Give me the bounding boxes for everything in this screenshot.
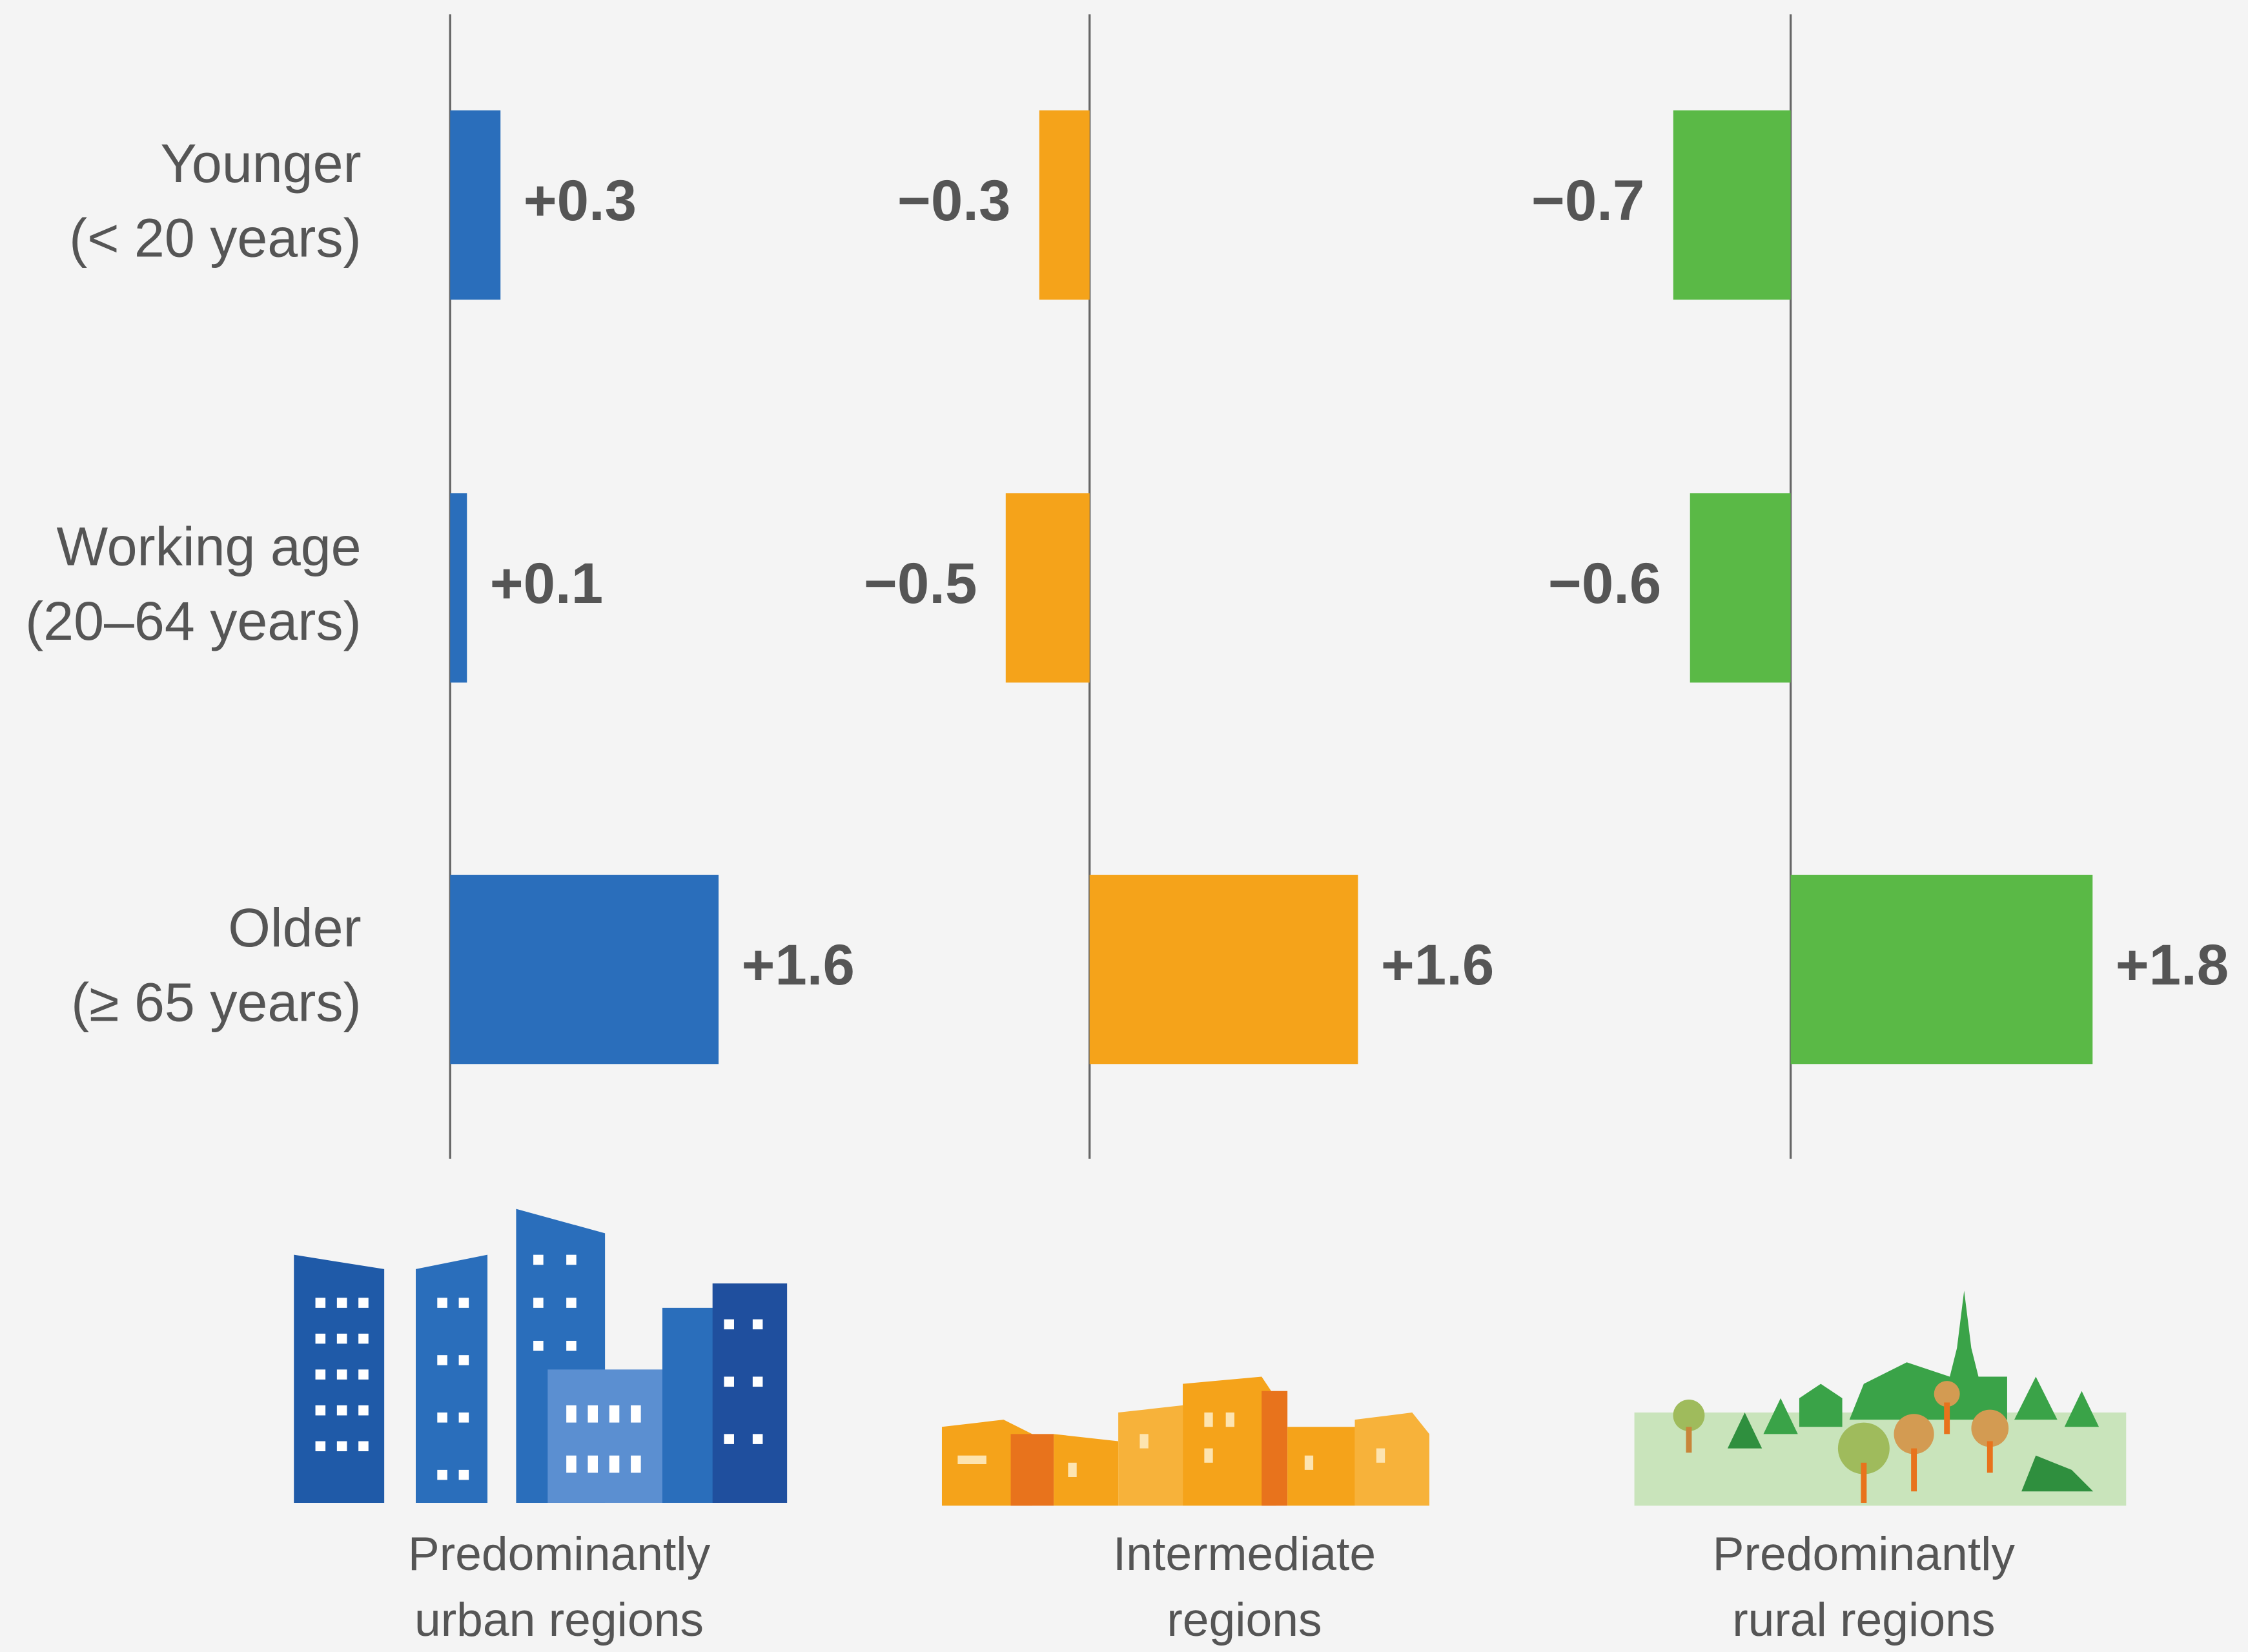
bar xyxy=(1673,110,1791,300)
bar xyxy=(450,875,719,1065)
value-label: −0.7 xyxy=(1531,168,1644,232)
legend-label: Predominantly xyxy=(1713,1527,2016,1580)
legend-label: rural regions xyxy=(1732,1593,1995,1646)
bar xyxy=(1089,875,1358,1065)
legend-label: regions xyxy=(1167,1593,1322,1646)
category-label: (< 20 years) xyxy=(69,208,361,269)
legend-label: urban regions xyxy=(414,1593,704,1646)
value-label: +1.6 xyxy=(742,933,855,997)
value-label: −0.3 xyxy=(897,168,1010,232)
bar xyxy=(1790,875,2093,1065)
value-label: −0.5 xyxy=(864,551,977,615)
bar xyxy=(450,110,501,300)
legend-label: Intermediate xyxy=(1113,1527,1376,1580)
value-label: +1.8 xyxy=(2116,933,2229,997)
legend-label: Predominantly xyxy=(408,1527,711,1580)
bar xyxy=(1690,493,1791,683)
urban-icon xyxy=(294,1208,788,1503)
value-label: +0.3 xyxy=(524,168,637,232)
category-label: (≥ 65 years) xyxy=(71,972,361,1033)
value-label: +0.1 xyxy=(490,551,603,615)
bar xyxy=(1005,493,1090,683)
bar xyxy=(450,493,467,683)
category-label: Younger xyxy=(160,133,361,194)
intermediate-icon xyxy=(941,1376,1430,1506)
category-label: (20–64 years) xyxy=(25,591,362,651)
category-label: Older xyxy=(228,897,361,958)
rural-icon xyxy=(1634,1290,2127,1506)
value-label: −0.6 xyxy=(1548,551,1661,615)
bar xyxy=(1039,110,1090,300)
category-label: Working age xyxy=(57,516,362,576)
value-label: +1.6 xyxy=(1381,933,1494,997)
